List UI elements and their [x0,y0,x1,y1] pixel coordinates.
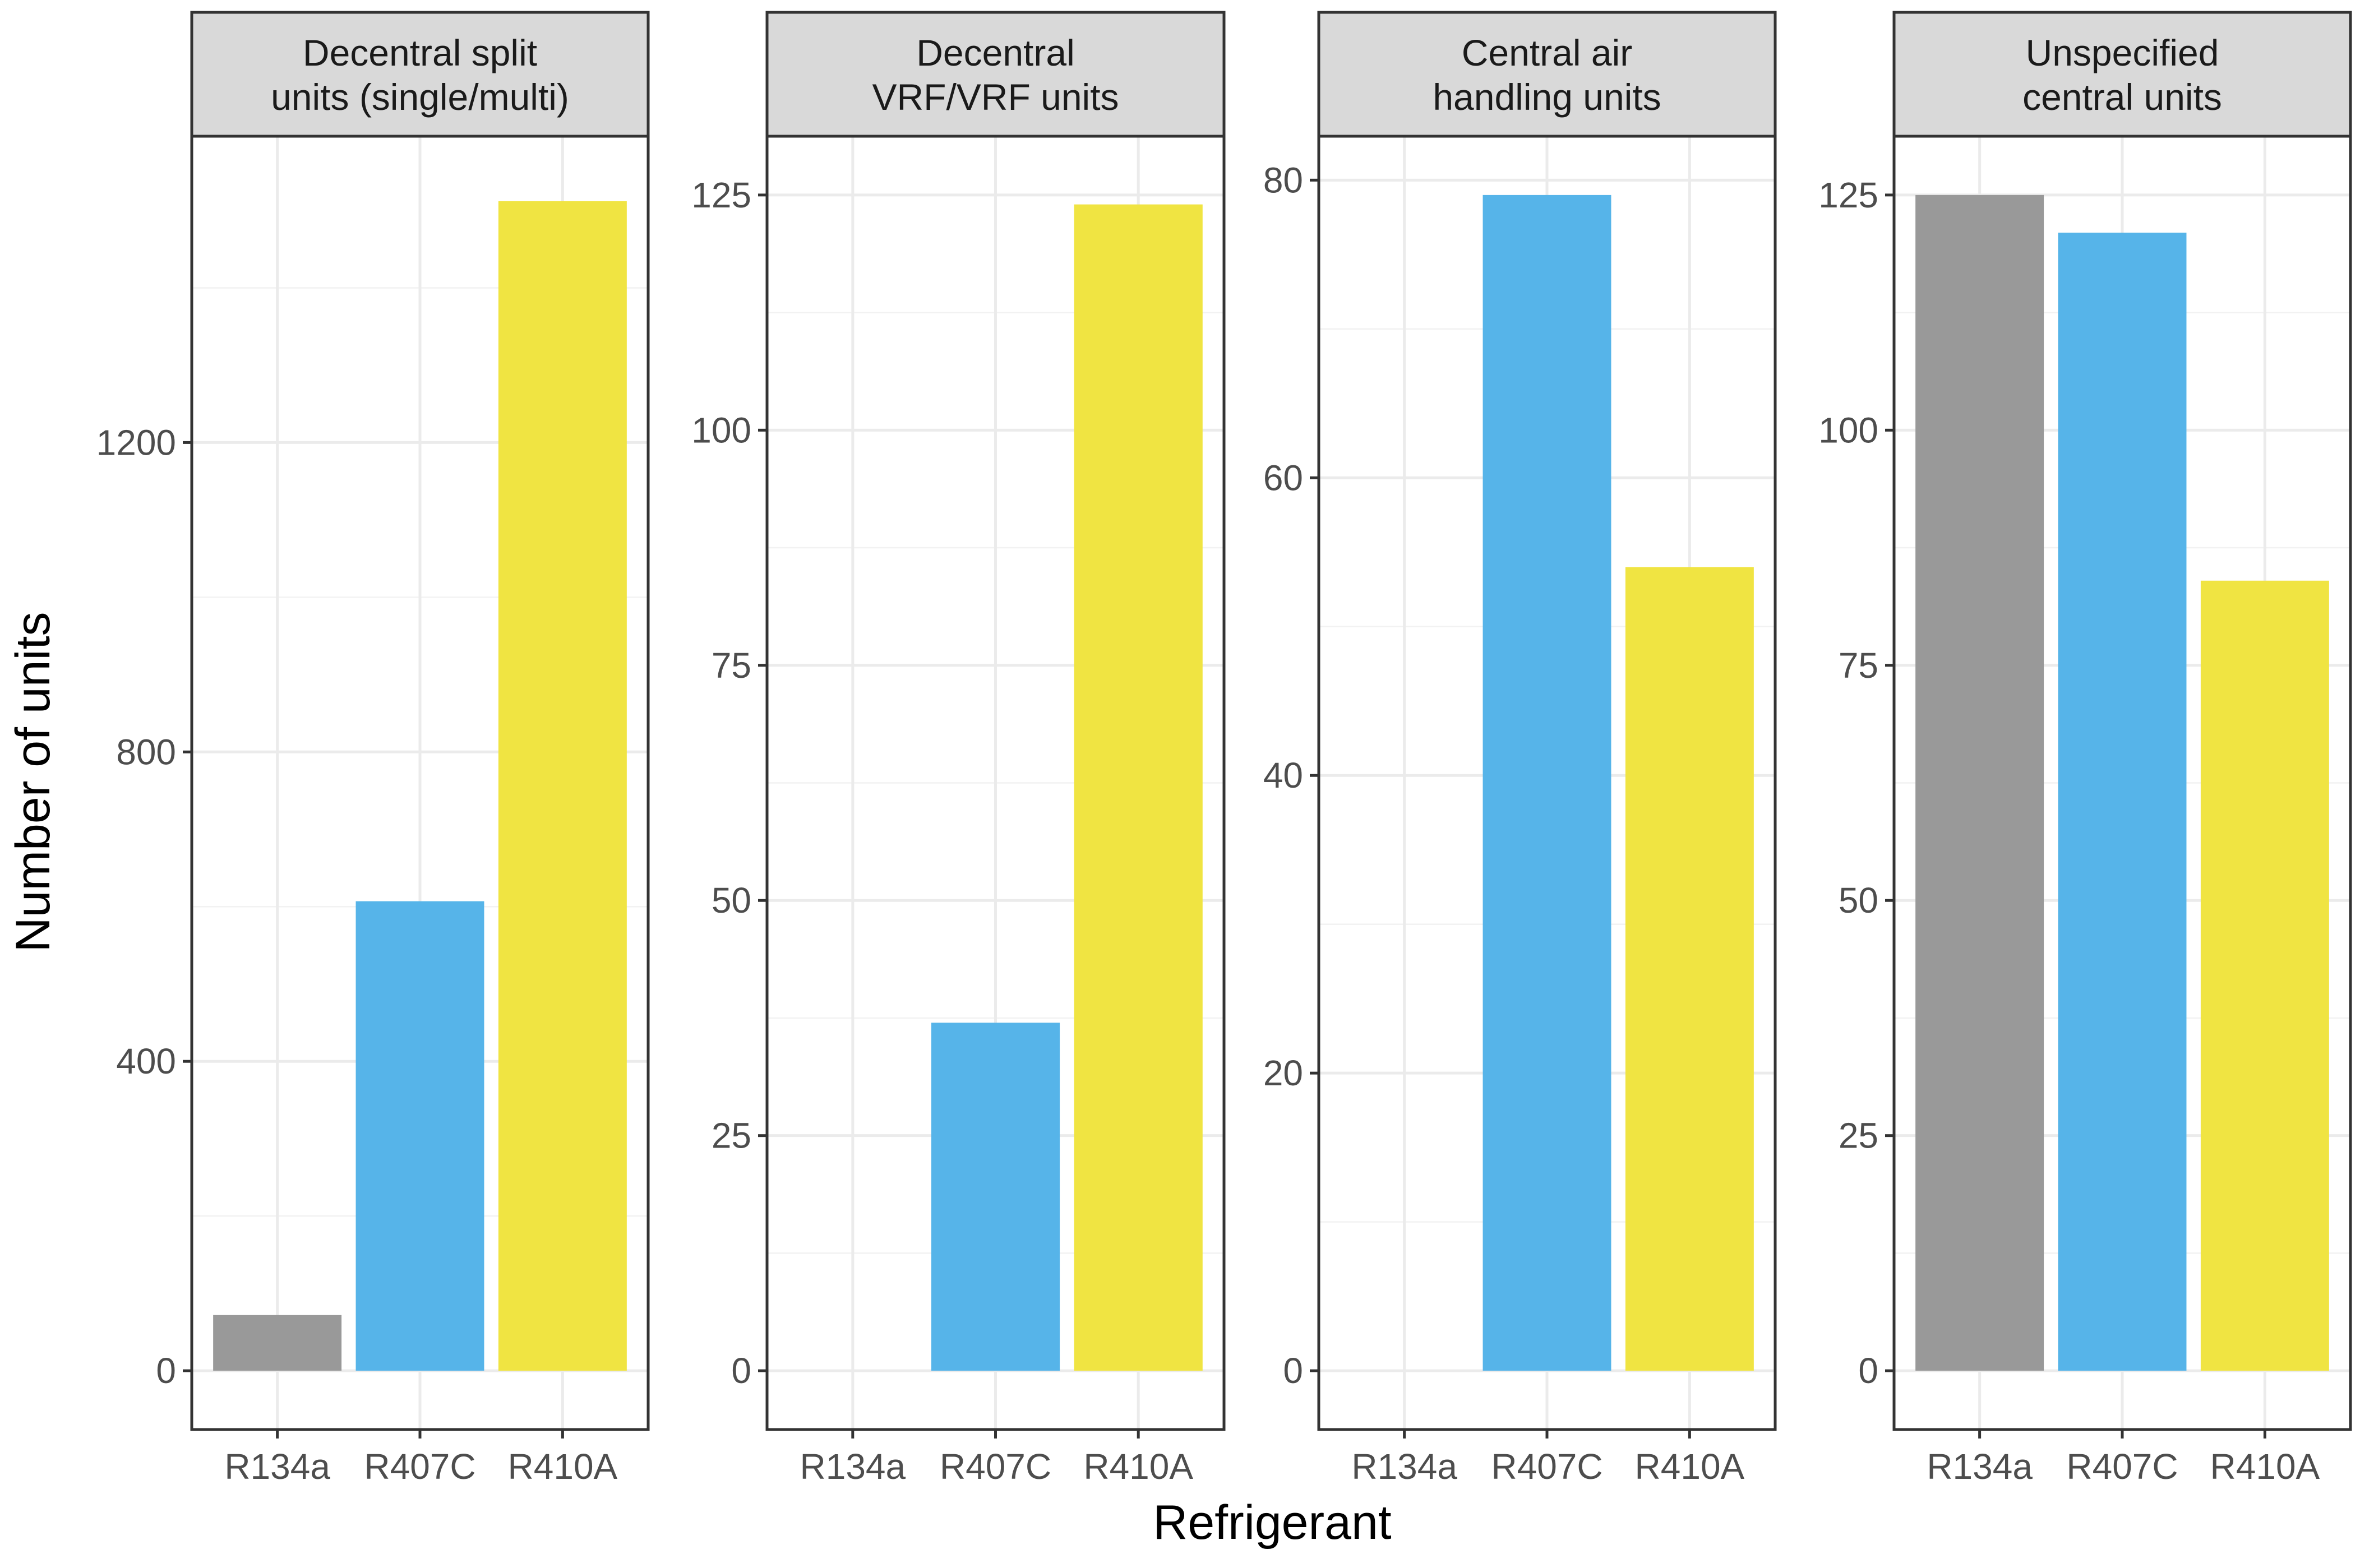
x-tick-label: R410A [508,1446,618,1487]
panel-title-line: Central air [1462,32,1632,73]
y-tick-label: 20 [1263,1053,1303,1093]
bar-r407c [355,901,484,1371]
x-tick-label: R134a [1351,1446,1457,1487]
y-tick-label: 50 [1839,880,1878,921]
y-tick-label: 100 [1818,410,1878,450]
x-tick-label: R134a [224,1446,330,1487]
y-tick-label: 0 [1283,1350,1303,1391]
panel-title-line: Decentral [916,32,1074,73]
y-tick-label: 800 [116,732,176,772]
x-tick-label: R410A [1083,1446,1193,1487]
y-tick-label: 125 [691,175,751,215]
x-axis-title: Refrigerant [1153,1496,1392,1550]
y-tick-label: 0 [731,1350,751,1391]
panel-title-line: central units [2022,76,2222,118]
y-tick-label: 75 [1839,645,1878,686]
bar-r410a [1625,567,1754,1371]
y-tick-label: 80 [1263,160,1303,200]
y-tick-label: 60 [1263,457,1303,498]
bar-r134a [1915,195,2044,1371]
x-tick-label: R134a [800,1446,906,1487]
y-tick-label: 1200 [96,422,176,462]
bar-r407c [2058,232,2187,1371]
x-tick-label: R410A [2210,1446,2320,1487]
x-tick-label: R407C [940,1446,1051,1487]
bar-r407c [931,1023,1060,1371]
x-tick-label: R134a [1927,1446,2033,1487]
y-tick-label: 50 [712,880,751,921]
bar-r410a [498,201,627,1371]
bar-r410a [1074,204,1203,1371]
panel-title-line: handling units [1433,76,1661,118]
y-tick-label: 400 [116,1041,176,1081]
x-tick-label: R407C [364,1446,475,1487]
y-tick-label: 75 [712,645,751,686]
y-tick-label: 125 [1818,175,1878,215]
panel-strip [765,11,1226,138]
panel-title-line: Unspecified [2026,32,2219,73]
bar-r407c [1482,195,1611,1371]
y-tick-label: 100 [691,410,751,450]
y-axis-title: Number of units [6,612,60,952]
panel-title-line: VRF/VRF units [872,76,1119,118]
panel-title-line: Decentral split [303,32,537,73]
x-tick-label: R407C [2066,1446,2178,1487]
y-tick-label: 25 [1839,1116,1878,1156]
panel-title-line: units (single/multi) [271,76,569,118]
bar-r134a [213,1315,342,1371]
y-tick-label: 0 [1858,1350,1878,1391]
y-tick-label: 40 [1263,755,1303,795]
panel-strip [190,11,650,138]
x-tick-label: R410A [1635,1446,1745,1487]
x-tick-label: R407C [1491,1446,1602,1487]
y-tick-label: 25 [712,1116,751,1156]
panel-strip [1892,11,2352,138]
y-tick-label: 0 [156,1350,176,1391]
panel-strip [1317,11,1777,138]
bar-r410a [2200,580,2329,1371]
